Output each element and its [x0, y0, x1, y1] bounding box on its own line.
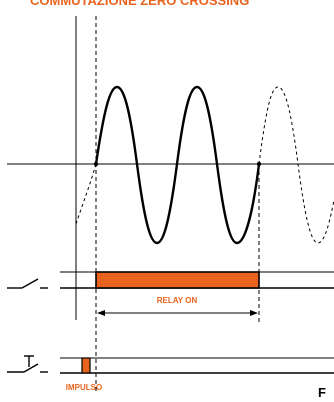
- relay-on-dimension-arrow: [97, 310, 258, 316]
- impulse-bar: [81, 357, 91, 374]
- impulse-label: IMPULSO: [66, 383, 102, 392]
- pushbutton-icon: [7, 355, 48, 373]
- relay-on-bar: [95, 271, 260, 289]
- zero-cross-dot-start: [93, 161, 99, 167]
- sine-wave-pre: [75, 163, 97, 225]
- sine-wave-active: [94, 85, 261, 245]
- relay-contact-icon: [7, 278, 48, 289]
- sine-wave-post: [258, 86, 334, 244]
- zero-cross-dot-end: [256, 161, 262, 167]
- corner-label: F: [318, 385, 326, 400]
- relay-on-label: RELAY ON: [157, 296, 198, 305]
- header-title: COMMUTAZIONE ZERO CROSSING: [30, 0, 249, 8]
